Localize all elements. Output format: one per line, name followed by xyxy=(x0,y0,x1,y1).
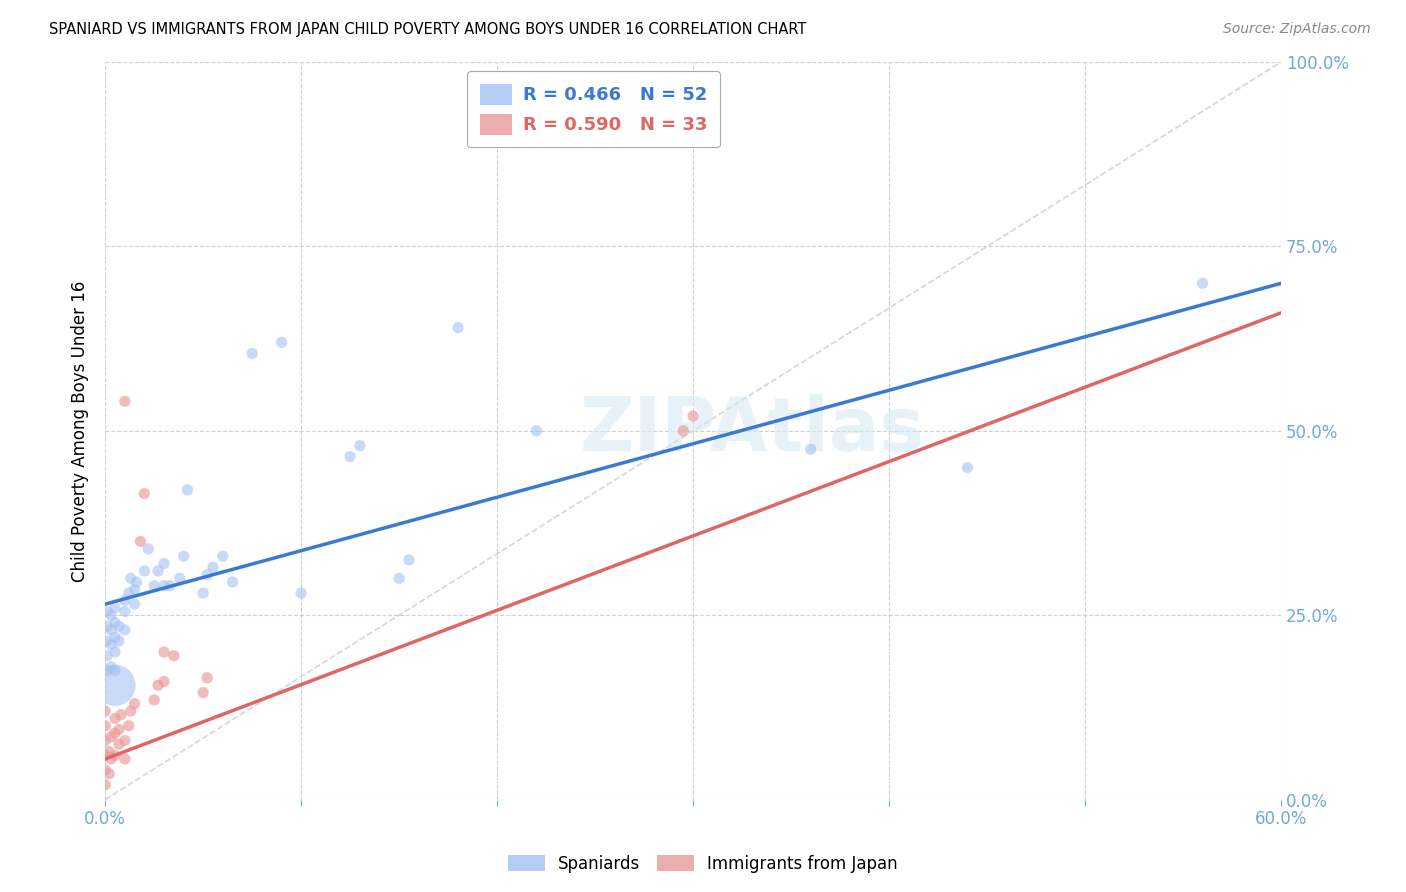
Point xyxy=(124,597,146,611)
Text: ZIPAtlas: ZIPAtlas xyxy=(579,394,924,467)
Point xyxy=(100,730,122,744)
Point xyxy=(108,723,131,737)
Point xyxy=(94,748,117,763)
Point xyxy=(146,678,169,692)
Point xyxy=(447,320,470,334)
Point xyxy=(96,619,118,633)
Point xyxy=(120,571,142,585)
Point xyxy=(104,615,127,630)
Point xyxy=(118,719,141,733)
Point xyxy=(173,549,195,564)
Point xyxy=(153,579,176,593)
Point xyxy=(100,623,122,637)
Point xyxy=(104,630,127,644)
Point xyxy=(108,737,131,751)
Point xyxy=(800,442,823,457)
Point xyxy=(153,557,176,571)
Point xyxy=(94,719,117,733)
Point xyxy=(125,574,148,589)
Point xyxy=(169,571,191,585)
Y-axis label: Child Poverty Among Boys Under 16: Child Poverty Among Boys Under 16 xyxy=(72,280,89,582)
Point xyxy=(114,752,136,766)
Point xyxy=(94,763,117,777)
Point xyxy=(143,579,166,593)
Point xyxy=(195,567,218,582)
Point xyxy=(96,664,118,678)
Point xyxy=(134,564,156,578)
Point xyxy=(96,605,118,619)
Point xyxy=(956,460,979,475)
Point xyxy=(94,733,117,747)
Point xyxy=(195,671,218,685)
Point xyxy=(100,752,122,766)
Point xyxy=(114,394,136,409)
Point xyxy=(96,648,118,663)
Point xyxy=(201,560,224,574)
Point xyxy=(221,574,243,589)
Legend: R = 0.466   N = 52, R = 0.590   N = 33: R = 0.466 N = 52, R = 0.590 N = 33 xyxy=(467,71,720,147)
Point xyxy=(524,424,547,438)
Point xyxy=(672,424,695,438)
Point xyxy=(163,648,186,663)
Point xyxy=(104,678,127,692)
Point xyxy=(1191,277,1213,291)
Legend: Spaniards, Immigrants from Japan: Spaniards, Immigrants from Japan xyxy=(502,848,904,880)
Point xyxy=(100,638,122,652)
Point xyxy=(104,711,127,725)
Point xyxy=(146,564,169,578)
Point xyxy=(143,693,166,707)
Point xyxy=(114,605,136,619)
Text: SPANIARD VS IMMIGRANTS FROM JAPAN CHILD POVERTY AMONG BOYS UNDER 16 CORRELATION : SPANIARD VS IMMIGRANTS FROM JAPAN CHILD … xyxy=(49,22,807,37)
Point xyxy=(100,608,122,623)
Point xyxy=(349,439,371,453)
Point xyxy=(290,586,312,600)
Point xyxy=(104,726,127,740)
Point xyxy=(388,571,411,585)
Point xyxy=(159,579,181,593)
Point xyxy=(339,450,361,464)
Point xyxy=(118,586,141,600)
Point xyxy=(120,704,142,718)
Point xyxy=(104,645,127,659)
Point xyxy=(153,645,176,659)
Point xyxy=(104,664,127,678)
Point xyxy=(193,586,215,600)
Point xyxy=(108,619,131,633)
Point xyxy=(110,707,132,722)
Point xyxy=(114,623,136,637)
Point xyxy=(398,553,420,567)
Point xyxy=(240,346,263,360)
Point xyxy=(270,335,292,350)
Point xyxy=(104,748,127,763)
Point xyxy=(153,674,176,689)
Point xyxy=(124,697,146,711)
Point xyxy=(193,685,215,699)
Point xyxy=(211,549,233,564)
Point xyxy=(96,634,118,648)
Point xyxy=(124,582,146,597)
Point xyxy=(114,593,136,607)
Point xyxy=(98,766,121,780)
Point xyxy=(100,660,122,674)
Point xyxy=(108,634,131,648)
Point xyxy=(94,778,117,792)
Point xyxy=(136,541,159,556)
Point xyxy=(129,534,152,549)
Point xyxy=(94,704,117,718)
Point xyxy=(104,600,127,615)
Point xyxy=(682,409,704,423)
Point xyxy=(98,745,121,759)
Point xyxy=(176,483,198,497)
Point xyxy=(114,733,136,747)
Text: Source: ZipAtlas.com: Source: ZipAtlas.com xyxy=(1223,22,1371,37)
Point xyxy=(134,486,156,500)
